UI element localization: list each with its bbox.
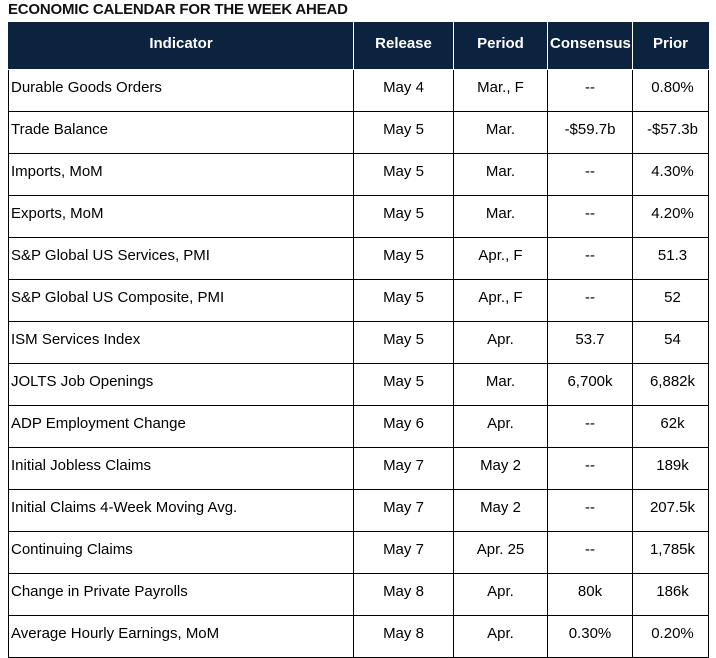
cell-prior: 4.30% — [632, 153, 709, 196]
table-row: Trade Balance May 5 Mar. -$59.7b -$57.3b — [8, 111, 709, 154]
cell-period: Apr. — [453, 405, 548, 448]
column-header-period: Period — [453, 22, 548, 70]
cell-period: Apr. — [453, 321, 548, 364]
cell-consensus: -- — [547, 405, 633, 448]
cell-indicator: JOLTS Job Openings — [8, 363, 354, 406]
cell-indicator: Trade Balance — [8, 111, 354, 154]
cell-period: Apr., F — [453, 279, 548, 322]
cell-prior: 207.5k — [632, 489, 709, 532]
table-row: Durable Goods Orders May 4 Mar., F -- 0.80% — [8, 69, 709, 112]
cell-consensus: -- — [547, 489, 633, 532]
cell-prior: 0.20% — [632, 615, 709, 658]
calendar-page: ECONOMIC CALENDAR FOR THE WEEK AHEAD Ind… — [8, 1, 709, 658]
table-row: ADP Employment Change May 6 Apr. -- 62k — [8, 405, 709, 448]
table-row: ISM Services Index May 5 Apr. 53.7 54 — [8, 321, 709, 364]
cell-prior: 0.80% — [632, 69, 709, 112]
cell-consensus: -- — [547, 237, 633, 280]
cell-indicator: Durable Goods Orders — [8, 69, 354, 112]
cell-consensus: -- — [547, 531, 633, 574]
cell-indicator: Continuing Claims — [8, 531, 354, 574]
cell-release: May 7 — [353, 489, 454, 532]
calendar-title: ECONOMIC CALENDAR FOR THE WEEK AHEAD — [8, 1, 348, 18]
cell-period: Apr. — [453, 615, 548, 658]
table-row: Imports, MoM May 5 Mar. -- 4.30% — [8, 153, 709, 196]
cell-period: Mar. — [453, 195, 548, 238]
column-header-consensus: Consensus — [547, 22, 633, 70]
table-row: Exports, MoM May 5 Mar. -- 4.20% — [8, 195, 709, 238]
cell-indicator: Initial Claims 4-Week Moving Avg. — [8, 489, 354, 532]
cell-consensus: -- — [547, 279, 633, 322]
cell-period: Mar. — [453, 111, 548, 154]
table-header-row: Indicator Release Period Consensus Prior — [8, 22, 709, 70]
cell-consensus: 6,700k — [547, 363, 633, 406]
cell-period: Apr. 25 — [453, 531, 548, 574]
cell-prior: 52 — [632, 279, 709, 322]
cell-release: May 7 — [353, 447, 454, 490]
column-header-indicator: Indicator — [8, 22, 354, 70]
cell-release: May 6 — [353, 405, 454, 448]
cell-consensus: -- — [547, 195, 633, 238]
cell-indicator: ISM Services Index — [8, 321, 354, 364]
cell-indicator: Average Hourly Earnings, MoM — [8, 615, 354, 658]
cell-release: May 5 — [353, 279, 454, 322]
economic-calendar-table: Indicator Release Period Consensus Prior… — [8, 22, 709, 658]
cell-consensus: -- — [547, 447, 633, 490]
cell-period: Mar. — [453, 153, 548, 196]
cell-prior: 54 — [632, 321, 709, 364]
cell-indicator: S&P Global US Services, PMI — [8, 237, 354, 280]
cell-release: May 7 — [353, 531, 454, 574]
cell-indicator: ADP Employment Change — [8, 405, 354, 448]
cell-period: May 2 — [453, 447, 548, 490]
cell-prior: 1,785k — [632, 531, 709, 574]
table-row: S&P Global US Services, PMI May 5 Apr., F-… — [8, 237, 709, 280]
cell-prior: 4.20% — [632, 195, 709, 238]
cell-period: May 2 — [453, 489, 548, 532]
cell-prior: 62k — [632, 405, 709, 448]
cell-indicator: Imports, MoM — [8, 153, 354, 196]
cell-release: May 5 — [353, 321, 454, 364]
cell-release: May 5 — [353, 363, 454, 406]
cell-consensus: 53.7 — [547, 321, 633, 364]
cell-period: Mar., F — [453, 69, 548, 112]
cell-period: Apr., F — [453, 237, 548, 280]
cell-consensus: -- — [547, 153, 633, 196]
cell-release: May 5 — [353, 237, 454, 280]
column-header-release: Release — [353, 22, 454, 70]
cell-indicator: Initial Jobless Claims — [8, 447, 354, 490]
table-row: Average Hourly Earnings, MoM May 8 Apr. 0.3… — [8, 615, 709, 658]
table-row: Initial Jobless Claims May 7 May 2 -- 189k — [8, 447, 709, 490]
cell-prior: 51.3 — [632, 237, 709, 280]
cell-release: May 4 — [353, 69, 454, 112]
cell-prior: 189k — [632, 447, 709, 490]
cell-release: May 5 — [353, 153, 454, 196]
cell-consensus: -$59.7b — [547, 111, 633, 154]
cell-period: Mar. — [453, 363, 548, 406]
cell-prior: 6,882k — [632, 363, 709, 406]
cell-indicator: Exports, MoM — [8, 195, 354, 238]
cell-prior: -$57.3b — [632, 111, 709, 154]
cell-consensus: -- — [547, 69, 633, 112]
table-row: JOLTS Job Openings May 5 Mar. 6,700k 6,882k — [8, 363, 709, 406]
cell-indicator: S&P Global US Composite, PMI — [8, 279, 354, 322]
table-row: Continuing Claims May 7 Apr. 25 -- 1,785k — [8, 531, 709, 574]
cell-consensus: 0.30% — [547, 615, 633, 658]
table-row: S&P Global US Composite, PMI May 5 Apr., F… — [8, 279, 709, 322]
table-row: Initial Claims 4-Week Moving Avg. May 7 Ma… — [8, 489, 709, 532]
table-body: Durable Goods Orders May 4 Mar., F -- 0.80% T… — [8, 69, 709, 658]
cell-release: May 8 — [353, 615, 454, 658]
cell-release: May 5 — [353, 195, 454, 238]
cell-release: May 5 — [353, 111, 454, 154]
column-header-prior: Prior — [632, 22, 709, 70]
